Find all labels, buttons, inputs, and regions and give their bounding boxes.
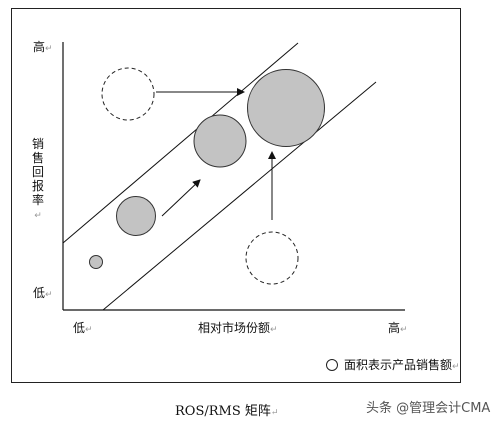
y-axis-low-label: 低↵ [33,286,53,300]
watermark: 头条 @管理会计CMA [366,401,491,416]
x-axis-low-label: 低↵ [73,321,93,335]
arrow-diagonal-up [161,179,201,217]
product-circle-large [247,69,325,147]
y-axis-title: 销售回报率 ↵ [31,137,45,223]
product-circle-medium [193,114,247,168]
product-circle-small [116,196,156,236]
dashed-circle-bottom-right [245,231,299,285]
return-mark: ↵ [400,325,408,335]
return-mark: ↵ [45,290,53,300]
y-axis-high-label: 高↵ [33,40,53,54]
return-mark: ↵ [270,325,278,335]
return-mark: ↵ [34,211,42,221]
return-mark: ↵ [270,408,279,418]
return-mark: ↵ [45,44,53,54]
return-mark: ↵ [85,325,93,335]
product-circle-smallest [89,255,103,269]
legend-text: 面积表示产品销售额↵ [344,358,460,372]
dashed-circle-top-left [101,67,155,121]
band-upper-line [62,42,299,244]
diagram-frame [11,8,461,383]
diagram-caption: ROS/RMS 矩阵↵ [175,404,279,419]
band-lower-line [102,81,377,311]
x-axis-high-label: 高↵ [388,321,408,335]
y-axis-title-text: 销售回报率 [31,137,44,207]
legend-circle-icon [326,359,338,371]
x-axis-title: 相对市场份额↵ [198,321,278,335]
return-mark: ↵ [452,362,460,372]
